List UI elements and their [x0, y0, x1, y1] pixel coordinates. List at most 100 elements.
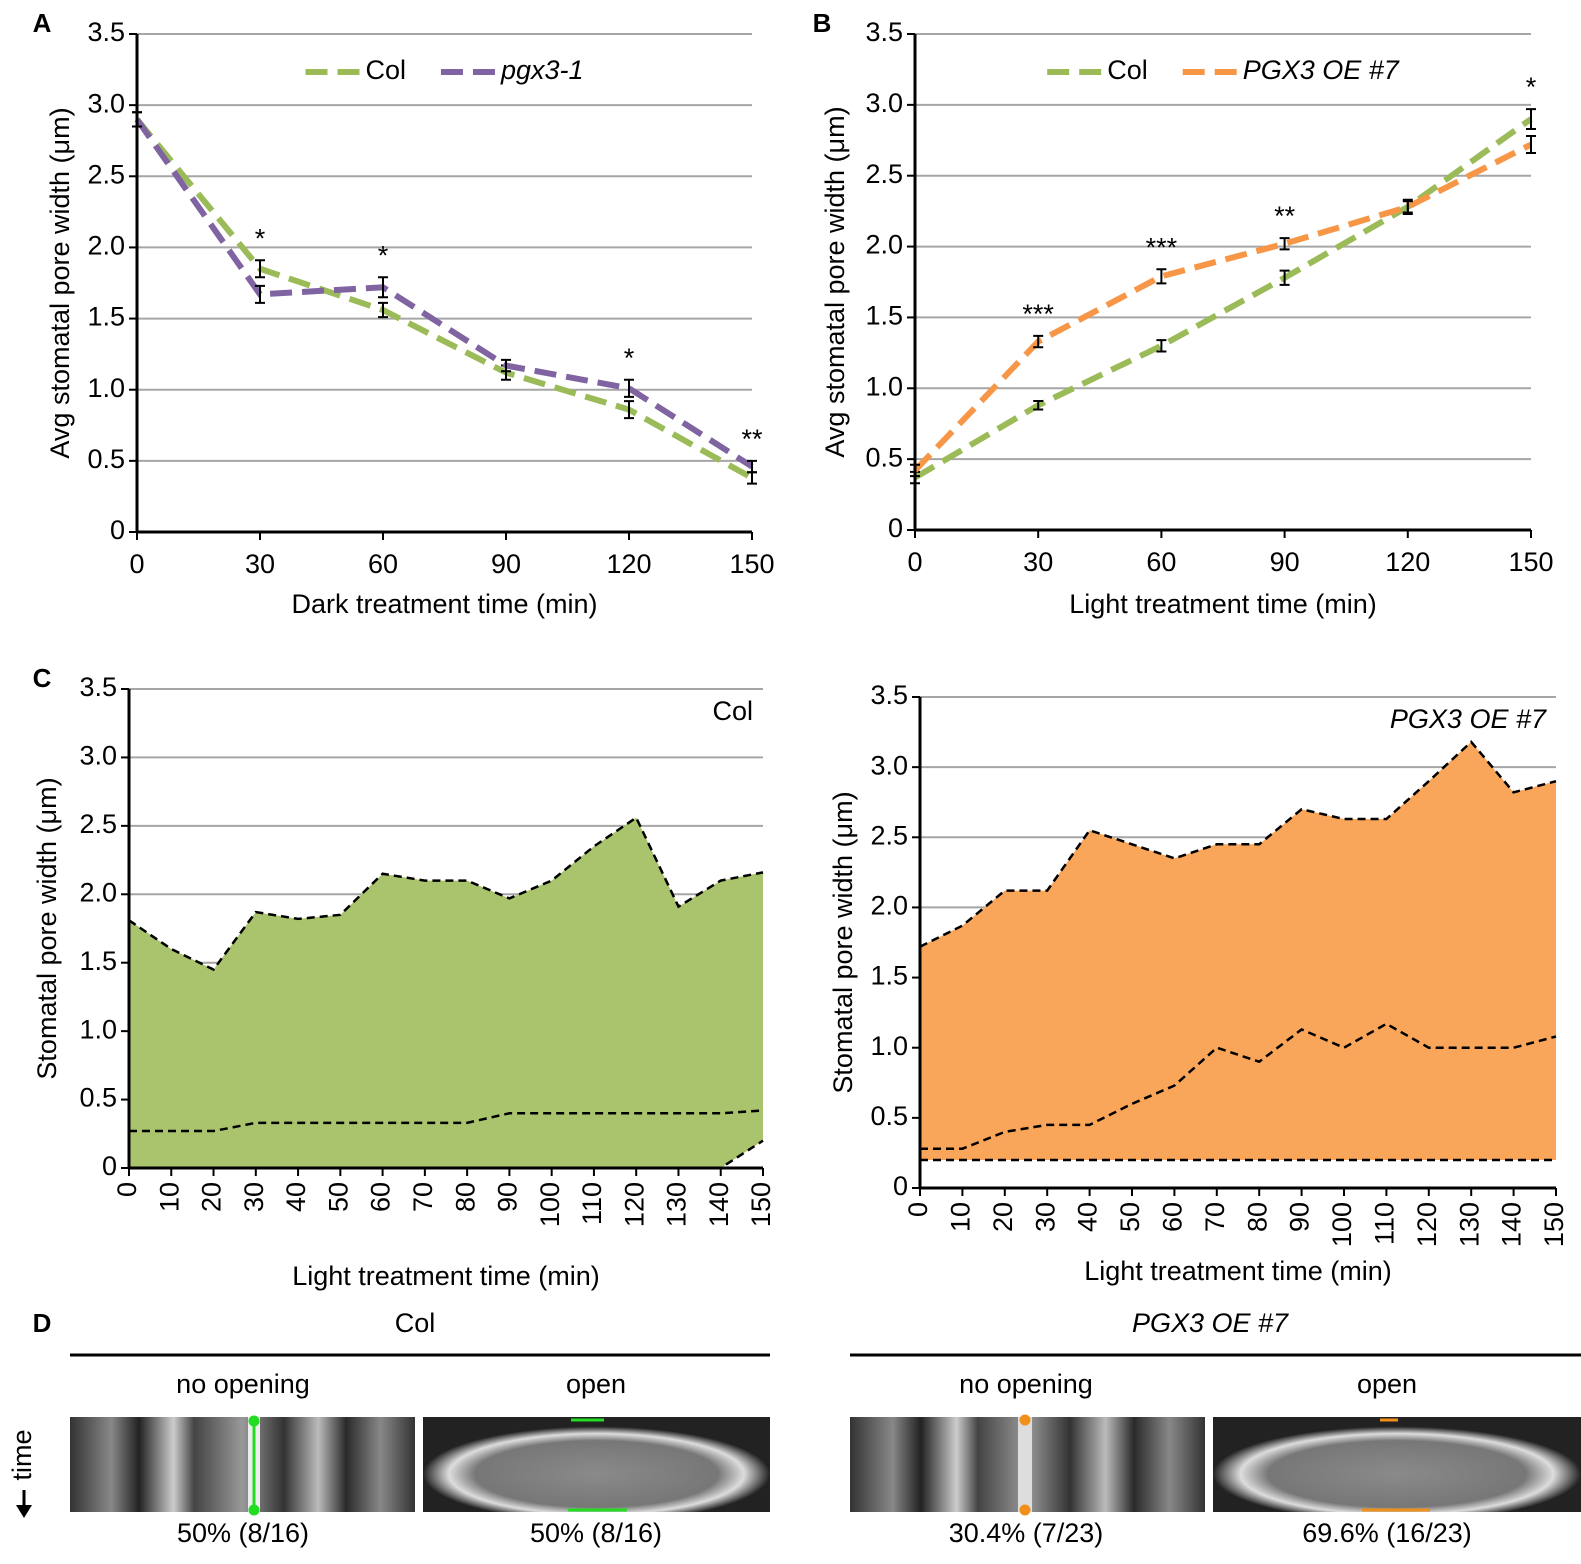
- legend: Col PGX3 OE #7: [1047, 55, 1400, 85]
- x-tick-label: 0: [903, 1202, 933, 1217]
- annotation: *: [255, 223, 266, 253]
- y-tick-label: 3.5: [87, 17, 125, 47]
- x-tick-label: 70: [1200, 1202, 1230, 1232]
- annotation: ***: [1146, 232, 1178, 262]
- x-tick-label: 20: [988, 1202, 1018, 1232]
- y-tick-label: 1.0: [870, 1031, 908, 1061]
- x-tick-label: 50: [1115, 1202, 1145, 1232]
- x-tick-label: 120: [606, 549, 651, 579]
- series-label: Col: [712, 696, 753, 726]
- x-tick-label: 0: [129, 549, 144, 579]
- y-axis-label: Avg stomatal pore width (μm): [820, 106, 850, 457]
- annotation: ***: [1022, 299, 1054, 329]
- y-tick-label: 2.0: [87, 231, 125, 261]
- x-tick-label: 90: [491, 549, 521, 579]
- y-axis-label: Avg stomatal pore width (μm): [45, 107, 75, 458]
- annotation: *: [378, 240, 389, 270]
- y-tick-label: 1.0: [865, 371, 903, 401]
- x-tick-label: 80: [450, 1182, 480, 1212]
- y-tick-label: 0.5: [865, 442, 903, 472]
- x-tick-label: 60: [1146, 547, 1176, 577]
- y-tick-label: 0.5: [87, 444, 125, 474]
- x-tick-label: 150: [729, 549, 774, 579]
- y-tick-label: 2.0: [79, 877, 117, 907]
- area-fill: [129, 818, 763, 1168]
- y-tick-label: 2.0: [865, 230, 903, 260]
- panel-letter: B: [813, 8, 832, 38]
- legend-label: Col: [365, 55, 406, 85]
- caption: 50% (8/16): [530, 1518, 662, 1548]
- x-tick-label: 10: [154, 1182, 184, 1212]
- column-heading: open: [1357, 1369, 1417, 1399]
- x-tick-label: 30: [245, 549, 275, 579]
- x-tick-label: 60: [1158, 1202, 1188, 1232]
- panel-letter: C: [33, 663, 52, 693]
- x-axis-label: Light treatment time (min): [1069, 589, 1377, 619]
- y-tick-label: 1.5: [79, 946, 117, 976]
- x-tick-label: 120: [1412, 1202, 1442, 1247]
- column-heading: open: [566, 1369, 626, 1399]
- x-tick-label: 0: [112, 1182, 142, 1197]
- legend-label: pgx3-1: [500, 55, 584, 85]
- x-tick-label: 20: [197, 1182, 227, 1212]
- y-tick-label: 0: [110, 515, 125, 545]
- y-tick-label: 3.5: [79, 672, 117, 702]
- x-tick-label: 80: [1242, 1202, 1272, 1232]
- caption: 30.4% (7/23): [949, 1518, 1104, 1548]
- series-line: [137, 119, 752, 466]
- group-title: Col: [395, 1308, 436, 1338]
- legend-label: Col: [1107, 55, 1148, 85]
- time-label: time: [7, 1429, 37, 1480]
- series-line: [137, 119, 752, 478]
- x-tick-label: 110: [577, 1182, 607, 1225]
- series-line: [915, 119, 1531, 478]
- x-tick-label: 40: [281, 1182, 311, 1212]
- x-tick-label: 10: [946, 1202, 976, 1232]
- x-tick-label: 60: [366, 1182, 396, 1212]
- x-tick-label: 50: [323, 1182, 353, 1212]
- x-tick-label: 150: [1539, 1202, 1569, 1247]
- x-tick-label: 120: [619, 1182, 649, 1227]
- series-label: PGX3 OE #7: [1390, 704, 1547, 734]
- annotation: *: [1526, 72, 1537, 102]
- y-tick-label: 1.0: [87, 373, 125, 403]
- y-tick-label: 0: [888, 513, 903, 543]
- legend-label: PGX3 OE #7: [1243, 55, 1400, 85]
- x-tick-label: 150: [746, 1182, 776, 1227]
- time-arrowhead: [16, 1505, 32, 1518]
- x-axis-label: Dark treatment time (min): [291, 589, 597, 619]
- x-tick-label: 40: [1073, 1202, 1103, 1232]
- y-axis-label: Stomatal pore width (μm): [32, 777, 62, 1079]
- y-tick-label: 3.0: [870, 750, 908, 780]
- y-tick-label: 3.0: [865, 88, 903, 118]
- x-tick-label: 90: [1285, 1202, 1315, 1232]
- y-tick-label: 2.5: [870, 820, 908, 850]
- x-tick-label: 90: [1270, 547, 1300, 577]
- kymograph: [1213, 1417, 1581, 1512]
- y-tick-label: 0.5: [870, 1101, 908, 1131]
- y-tick-label: 1.5: [865, 301, 903, 331]
- caption: 50% (8/16): [177, 1518, 309, 1548]
- x-tick-label: 150: [1508, 547, 1553, 577]
- kymograph: [423, 1417, 770, 1512]
- area-fill: [920, 742, 1556, 1160]
- annotation: **: [741, 424, 763, 454]
- kymograph-stripe: [1018, 1417, 1032, 1512]
- y-tick-label: 0: [102, 1151, 117, 1181]
- legend: Col pgx3-1: [305, 55, 583, 85]
- column-heading: no opening: [176, 1369, 310, 1399]
- x-tick-label: 90: [493, 1182, 523, 1212]
- y-tick-label: 3.5: [865, 17, 903, 47]
- x-tick-label: 70: [408, 1182, 438, 1212]
- y-tick-label: 0: [893, 1171, 908, 1201]
- x-tick-label: 130: [662, 1182, 692, 1227]
- figure: D Col no opening open 50% (8/16) 50% (8/…: [0, 0, 1581, 1564]
- y-tick-label: 2.5: [79, 809, 117, 839]
- x-tick-label: 100: [1327, 1202, 1357, 1247]
- annotation: *: [624, 343, 635, 373]
- x-tick-label: 30: [1023, 547, 1053, 577]
- panel-letter: D: [33, 1308, 52, 1338]
- x-axis-label: Light treatment time (min): [1084, 1256, 1392, 1286]
- x-tick-label: 100: [535, 1182, 565, 1227]
- x-tick-label: 110: [1370, 1202, 1400, 1245]
